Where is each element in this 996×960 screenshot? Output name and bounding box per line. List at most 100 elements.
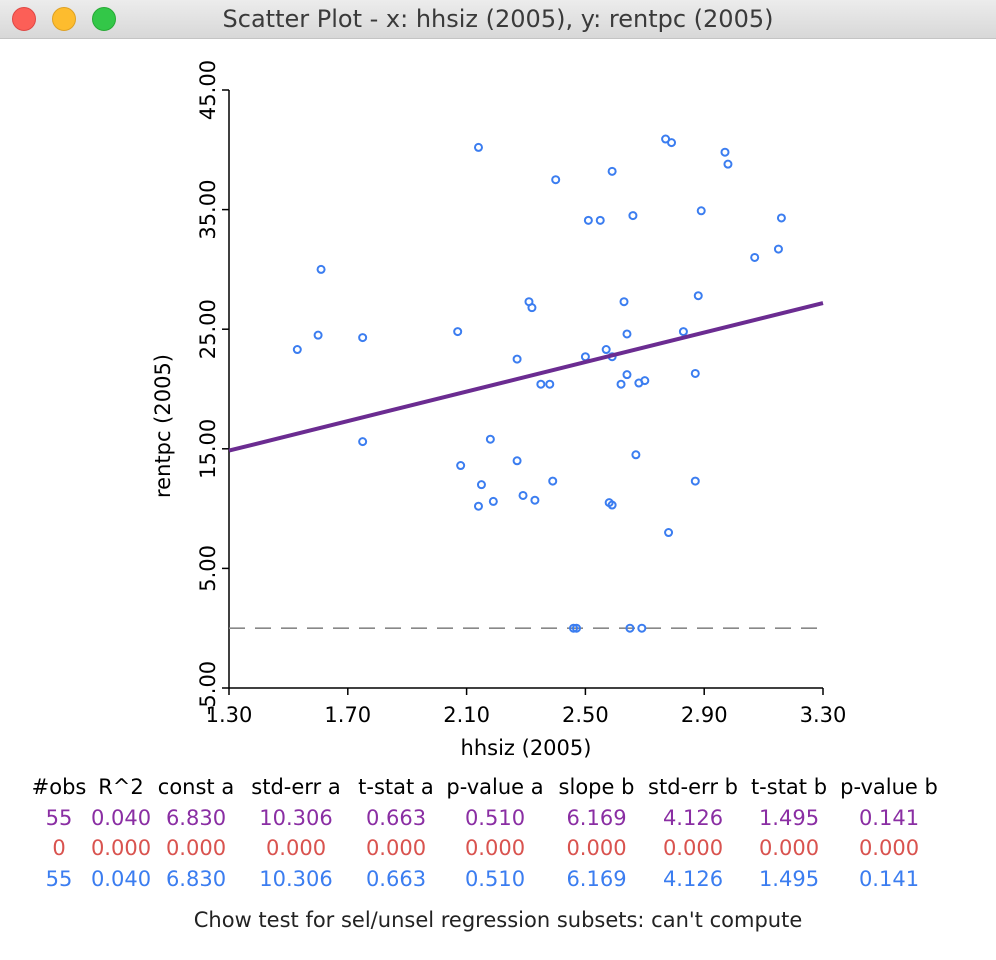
scatter-point[interactable] <box>723 159 733 169</box>
scatter-point[interactable] <box>678 327 688 337</box>
scatter-point[interactable] <box>664 528 674 538</box>
scatter-point[interactable] <box>622 329 632 339</box>
scatter-point[interactable] <box>583 215 593 225</box>
scatter-point[interactable] <box>569 623 579 633</box>
stats-cell: 6.830 <box>165 805 227 830</box>
scatter-point[interactable] <box>488 496 498 506</box>
scatter-point[interactable] <box>292 345 302 355</box>
scatter-point[interactable] <box>616 379 626 389</box>
stats-cell: 10.306 <box>259 866 333 891</box>
x-tick-label: 3.30 <box>800 703 847 727</box>
axes <box>228 90 823 689</box>
scatter-point[interactable] <box>607 166 617 176</box>
scatter-point[interactable] <box>316 264 326 274</box>
scatter-point[interactable] <box>313 330 323 340</box>
scatter-point[interactable] <box>595 215 605 225</box>
stats-header-cell: t-stat b <box>750 775 828 800</box>
x-tick-label: 2.50 <box>562 703 609 727</box>
scatter-point[interactable] <box>750 252 760 262</box>
scatter-point[interactable] <box>453 327 463 337</box>
stats-cell: 0 <box>52 836 66 861</box>
scatter-point[interactable] <box>476 480 486 490</box>
scatter-point[interactable] <box>358 437 368 447</box>
scatter-point[interactable] <box>485 434 495 444</box>
scatter-point[interactable] <box>358 333 368 343</box>
stats-cell: 0.663 <box>365 805 427 830</box>
stats-cell: 0.510 <box>464 866 526 891</box>
stats-cell: 0.040 <box>90 866 152 891</box>
scatter-point[interactable] <box>545 379 555 389</box>
x-tick-label: 2.10 <box>443 703 490 727</box>
stats-cell: 55 <box>45 805 73 830</box>
stats-header-cell: p-value a <box>446 775 544 800</box>
scatter-point[interactable] <box>690 476 700 486</box>
regression-stats-table: #obs R^2 const a std-err a t-stat a p-value a… <box>28 772 943 894</box>
stats-cell: 10.306 <box>259 805 333 830</box>
stats-cell: 0.040 <box>90 805 152 830</box>
stats-cell: 0.663 <box>365 866 427 891</box>
x-axis-title: hhsiz (2005) <box>461 736 592 760</box>
stats-cell: 4.126 <box>662 805 724 830</box>
scatter-point[interactable] <box>607 500 617 510</box>
scatter-point[interactable] <box>571 623 581 633</box>
scatter-point[interactable] <box>473 142 483 152</box>
stats-cell: 0.000 <box>858 836 920 861</box>
close-button[interactable] <box>12 7 36 31</box>
stats-cell: 0.000 <box>464 836 526 861</box>
stats-cell: 0.141 <box>858 805 920 830</box>
stats-cell: 0.141 <box>858 866 920 891</box>
regression-line <box>228 301 824 453</box>
scatter-point[interactable] <box>776 213 786 223</box>
y-axis-title: rentpc (2005) <box>151 354 175 498</box>
stats-cell: 0.000 <box>566 836 627 861</box>
scatter-point[interactable] <box>628 211 638 221</box>
scatter-point[interactable] <box>580 352 590 362</box>
scatter-point[interactable] <box>512 354 522 364</box>
scatter-point[interactable] <box>631 450 641 460</box>
scatter-point[interactable] <box>667 138 677 148</box>
stats-cell: 55 <box>45 866 73 891</box>
scatter-point[interactable] <box>456 461 466 471</box>
stats-cell: 0.000 <box>165 836 227 861</box>
scatter-point[interactable] <box>773 244 783 254</box>
stats-row: 55 0.040 6.830 10.306 0.663 0.510 6.169 4.126 1.… <box>28 864 943 895</box>
stats-header-cell: t-stat a <box>358 775 434 800</box>
scatter-point[interactable] <box>693 291 703 301</box>
scatter-point[interactable] <box>548 476 558 486</box>
stats-cell: 0.000 <box>90 836 152 861</box>
stats-header-cell: R^2 <box>98 775 144 800</box>
stats-row: 55 0.040 6.830 10.306 0.663 0.510 6.169 4.126 1.… <box>28 803 943 834</box>
stats-header-cell: std-err b <box>648 775 738 800</box>
stats-header-cell: std-err a <box>251 775 341 800</box>
stats-header-cell: slope b <box>558 775 635 800</box>
stats-header-cell: p-value b <box>840 775 938 800</box>
scatter-point[interactable] <box>696 206 706 216</box>
scatter-point[interactable] <box>473 501 483 511</box>
stats-header-row: #obs R^2 const a std-err a t-stat a p-value a… <box>28 772 943 803</box>
zoom-button[interactable] <box>92 7 116 31</box>
scatter-point[interactable] <box>536 379 546 389</box>
y-tick-label: 35.00 <box>196 180 220 240</box>
scatter-point[interactable] <box>551 175 561 185</box>
scatter-point[interactable] <box>601 345 611 355</box>
scatter-point[interactable] <box>690 368 700 378</box>
stats-cell: 0.000 <box>758 836 820 861</box>
stats-cell: 1.495 <box>758 866 820 891</box>
scatter-point[interactable] <box>622 370 632 380</box>
scatter-point[interactable] <box>527 303 537 313</box>
y-tick-label: 15.00 <box>196 419 220 479</box>
minimize-button[interactable] <box>52 7 76 31</box>
stats-cell: 0.000 <box>265 836 327 861</box>
scatter-point[interactable] <box>640 376 650 386</box>
scatter-point[interactable] <box>518 490 528 500</box>
stats-header-cell: #obs <box>31 775 87 800</box>
scatter-point[interactable] <box>512 456 522 466</box>
scatter-point[interactable] <box>625 623 635 633</box>
scatter-point[interactable] <box>637 623 647 633</box>
stats-cell: 6.169 <box>566 866 627 891</box>
scatter-point[interactable] <box>720 147 730 157</box>
scatter-point[interactable] <box>619 297 629 307</box>
scatter-point[interactable] <box>530 495 540 505</box>
scatter-plot[interactable]: 1.30 1.70 2.10 2.50 2.90 3.30 -5.00 5.00 15.00 25… <box>0 38 996 763</box>
data-points[interactable] <box>292 134 786 633</box>
